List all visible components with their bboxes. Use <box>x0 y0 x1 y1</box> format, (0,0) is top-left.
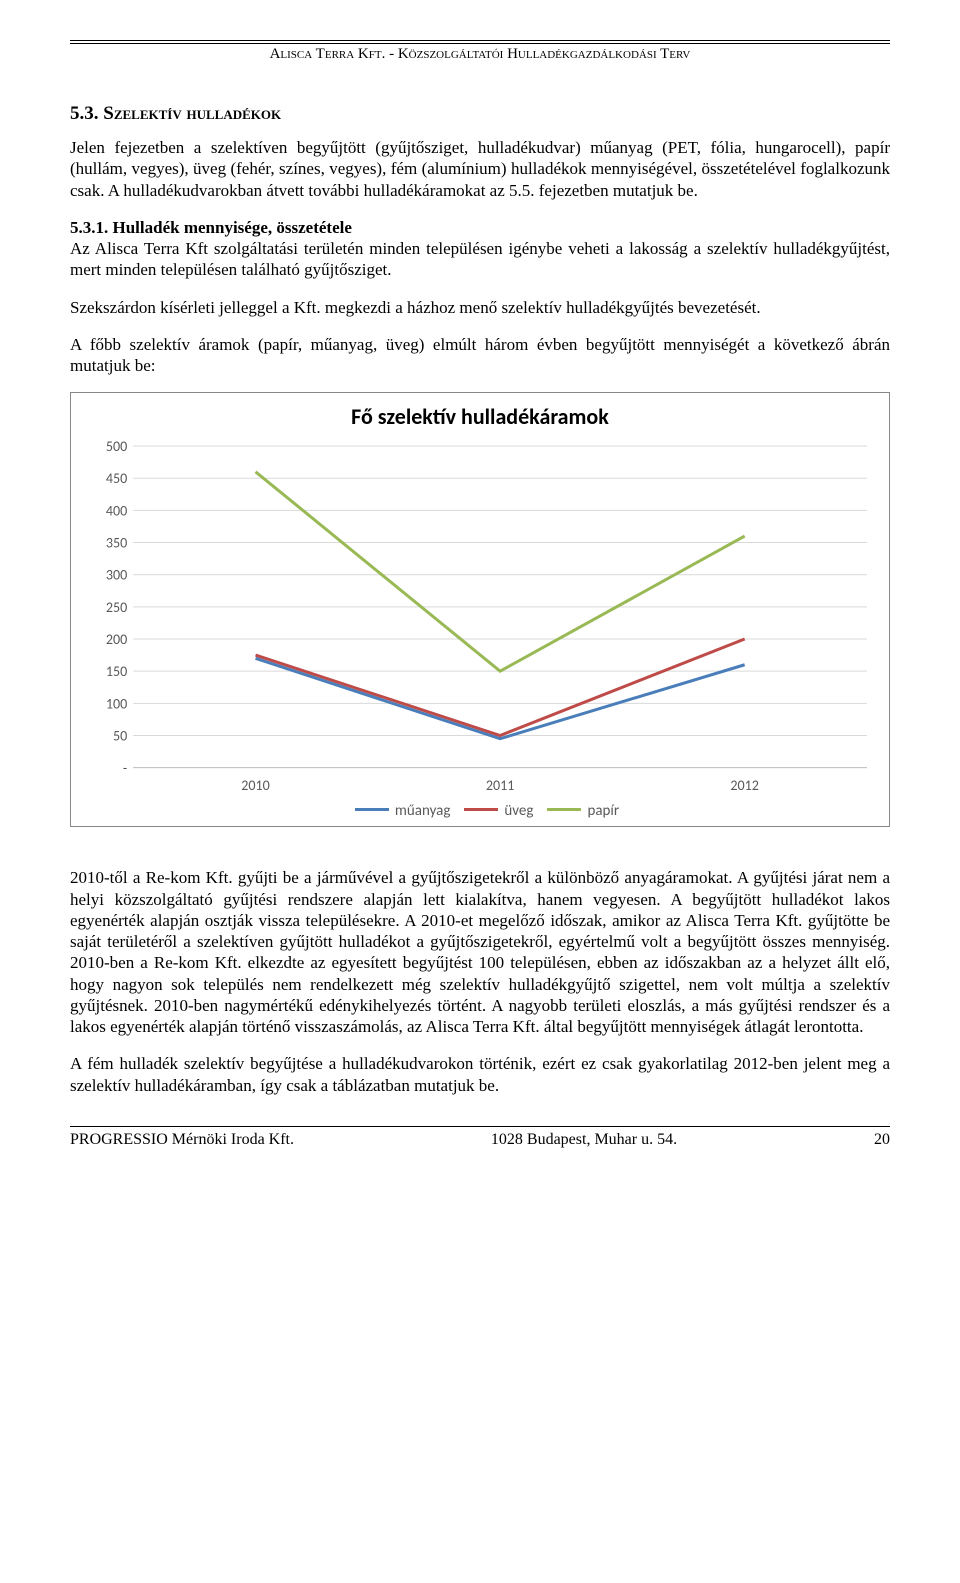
svg-text:2012: 2012 <box>730 777 759 794</box>
legend-label: műanyag <box>395 802 450 820</box>
legend-label: papír <box>587 802 619 820</box>
subsection-p2: Szekszárdon kísérleti jelleggel a Kft. m… <box>70 297 890 318</box>
chart-container: Fő szelektív hulladékáramok - 50 100 150 200… <box>70 392 890 827</box>
section-p1: Jelen fejezetben a szelektíven begyűjtöt… <box>70 137 890 201</box>
svg-text:500: 500 <box>106 438 127 455</box>
legend-swatch <box>464 808 498 811</box>
svg-text:150: 150 <box>106 663 127 680</box>
page-header: Alisca Terra Kft. - Közszolgáltatói Hull… <box>70 43 890 63</box>
section-title: Szelektív hulladékok <box>103 103 281 124</box>
svg-text:2010: 2010 <box>241 777 270 794</box>
footer-center: 1028 Budapest, Muhar u. 54. <box>491 1131 677 1149</box>
chart-legend: műanyag üveg papír <box>83 798 877 820</box>
svg-text:200: 200 <box>106 631 127 648</box>
section-number: 5.3. <box>70 103 99 124</box>
header-rule <box>70 40 890 41</box>
chart-svg: - 50 100 150 200 250 300 350 400 450 500 2010 2011 20… <box>83 436 877 798</box>
after-p1: 2010-től a Re-kom Kft. gyűjti be a jármű… <box>70 867 890 1037</box>
svg-text:250: 250 <box>106 599 127 616</box>
subsection-number: 5.3.1. <box>70 218 108 237</box>
legend-swatch <box>547 808 581 811</box>
footer-right: 20 <box>874 1131 890 1149</box>
svg-text:50: 50 <box>113 728 127 745</box>
svg-text:400: 400 <box>106 503 127 520</box>
chart-title: Fő szelektív hulladékáramok <box>83 403 877 430</box>
subsection-p1: Az Alisca Terra Kft szolgáltatási terüle… <box>70 239 890 279</box>
legend-label: üveg <box>504 802 533 820</box>
footer-left: PROGRESSIO Mérnöki Iroda Kft. <box>70 1131 294 1149</box>
svg-text:450: 450 <box>106 470 127 487</box>
svg-text:100: 100 <box>106 696 127 713</box>
section-heading: 5.3. Szelektív hulladékok <box>70 103 890 125</box>
subsection-p3: A főbb szelektív áramok (papír, műanyag,… <box>70 334 890 377</box>
subsection-title: Hulladék mennyisége, összetétele <box>113 218 352 237</box>
svg-text:2011: 2011 <box>486 777 515 794</box>
svg-text:350: 350 <box>106 535 127 552</box>
page-footer: PROGRESSIO Mérnöki Iroda Kft. 1028 Budap… <box>70 1126 890 1149</box>
subsection-block: 5.3.1. Hulladék mennyisége, összetétele … <box>70 217 890 281</box>
legend-swatch <box>355 808 389 811</box>
svg-text:-: - <box>123 760 127 777</box>
svg-text:300: 300 <box>106 567 127 584</box>
after-p2: A fém hulladék szelektív begyűjtése a hu… <box>70 1053 890 1096</box>
